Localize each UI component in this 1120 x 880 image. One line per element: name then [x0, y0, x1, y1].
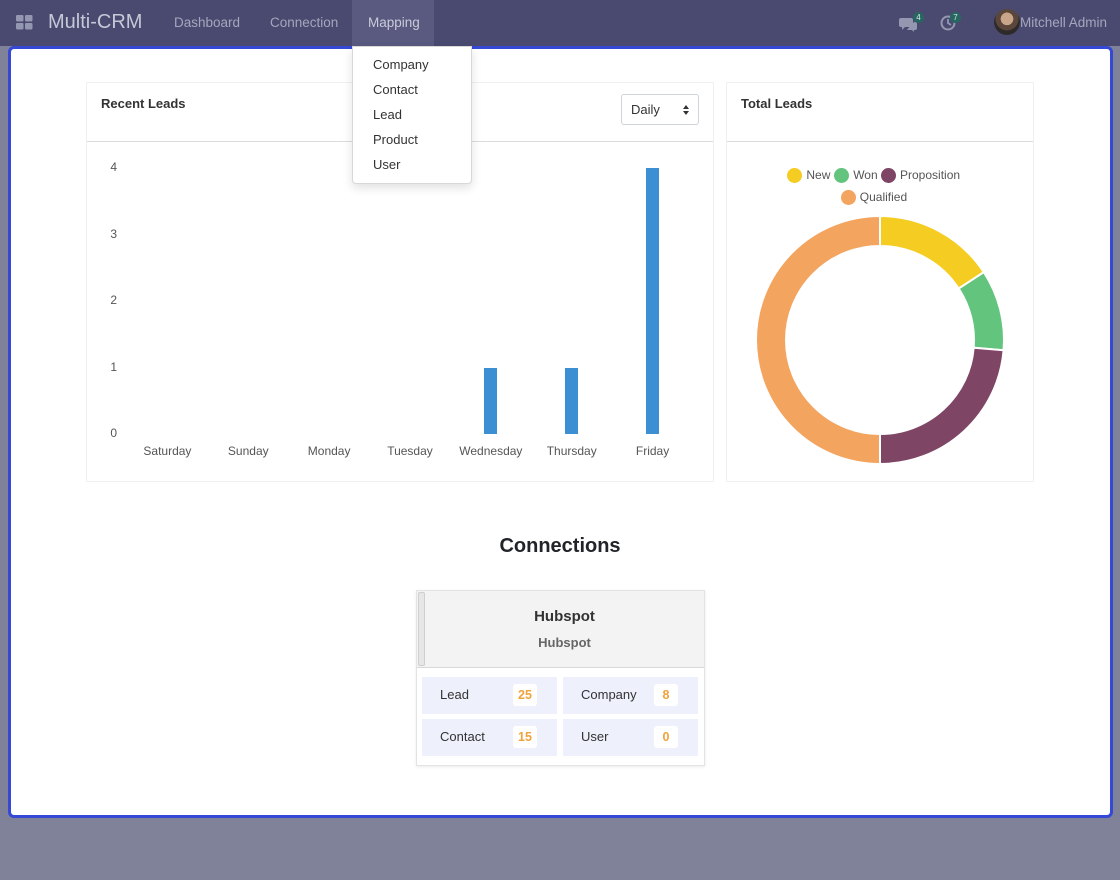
stat-count: 25: [513, 684, 537, 706]
x-tick-label: Wednesday: [459, 444, 523, 458]
y-tick-label: 2: [110, 293, 117, 307]
stat-user[interactable]: User 0: [563, 719, 698, 756]
dropdown-item-user[interactable]: User: [373, 157, 401, 172]
stat-count: 0: [654, 726, 678, 748]
apps-grid-icon[interactable]: [16, 15, 33, 30]
messages-icon[interactable]: [899, 15, 917, 33]
activities-badge: 7: [950, 12, 961, 23]
donut-slice-won[interactable]: [957, 270, 1005, 352]
total-leads-header: Total Leads: [727, 83, 1033, 142]
stat-label: Company: [581, 687, 637, 702]
connections-title: Connections: [499, 535, 621, 557]
mapping-dropdown-menu: Company Contact Lead Product User: [352, 46, 472, 184]
activity-clock-icon[interactable]: [939, 14, 957, 32]
donut-legend: New Won Proposition Qualified: [727, 167, 1033, 207]
donut-slice-qualified[interactable]: [755, 214, 881, 466]
menu-dashboard[interactable]: Dashboard: [174, 15, 241, 30]
legend-item-proposition[interactable]: Proposition: [881, 167, 960, 183]
recent-leads-bar-chart: 0 1 2 3 4 Saturday Sunday Monday Tuesday Wednesda…: [87, 143, 713, 481]
legend-swatch: [834, 167, 850, 183]
recent-leads-title: Recent Leads: [101, 96, 186, 111]
stat-count: 15: [513, 726, 537, 748]
stat-label: Contact: [440, 729, 485, 744]
dropdown-item-company[interactable]: Company: [373, 57, 429, 72]
donut-slice-new[interactable]: [879, 214, 986, 290]
legend-swatch: [881, 167, 896, 183]
dropdown-item-product[interactable]: Product: [373, 132, 418, 147]
menu-mapping[interactable]: Mapping: [352, 0, 434, 46]
legend-item-new[interactable]: New: [787, 167, 830, 183]
stat-lead[interactable]: Lead 25: [422, 677, 557, 714]
connection-card-header: Hubspot Hubspot: [417, 591, 704, 668]
donut-slice-proposition[interactable]: [879, 346, 1005, 466]
y-tick-label: 0: [110, 426, 117, 440]
period-select-value: Daily: [631, 102, 660, 117]
top-navbar: Multi-CRM Dashboard Connection Mapping 4…: [0, 0, 1120, 46]
drag-handle[interactable]: [418, 592, 425, 666]
total-leads-title: Total Leads: [741, 96, 813, 111]
legend-label: Won: [853, 168, 878, 182]
legend-item-qualified[interactable]: Qualified: [840, 189, 908, 205]
stat-label: User: [581, 729, 609, 744]
period-select[interactable]: Daily: [621, 94, 699, 125]
y-tick-label: 4: [110, 160, 117, 174]
stat-company[interactable]: Company 8: [563, 677, 698, 714]
menu-connection[interactable]: Connection: [270, 15, 339, 30]
user-name[interactable]: Mitchell Admin: [1020, 15, 1108, 30]
messages-badge: 4: [913, 12, 924, 23]
dropdown-item-contact[interactable]: Contact: [373, 82, 418, 97]
connection-subtitle: Hubspot: [538, 635, 591, 650]
x-tick-label: Tuesday: [387, 444, 433, 458]
legend-label: New: [806, 168, 831, 182]
bar-thursday[interactable]: [565, 367, 579, 434]
legend-swatch: [840, 189, 856, 205]
x-tick-label: Sunday: [227, 444, 269, 458]
select-arrows-icon: [683, 105, 689, 115]
y-tick-label: 3: [110, 226, 117, 241]
stat-count: 8: [654, 684, 678, 706]
legend-label: Proposition: [900, 168, 961, 182]
recent-leads-header: Recent Leads Daily: [87, 83, 713, 142]
legend-label: Qualified: [859, 190, 908, 204]
stat-contact[interactable]: Contact 15: [422, 719, 557, 756]
x-tick-label: Friday: [635, 444, 670, 458]
app-brand[interactable]: Multi-CRM: [48, 11, 143, 33]
x-tick-label: Thursday: [546, 444, 597, 458]
stat-label: Lead: [440, 687, 469, 702]
connection-name: Hubspot: [534, 608, 595, 625]
total-leads-card: Total Leads New Won Proposition Qualified: [726, 82, 1034, 482]
y-tick-label: 1: [110, 359, 117, 374]
dropdown-item-lead[interactable]: Lead: [373, 107, 402, 122]
bar-friday[interactable]: [646, 168, 660, 434]
legend-item-won[interactable]: Won: [834, 167, 878, 183]
bar-wednesday[interactable]: [484, 367, 498, 434]
x-tick-label: Monday: [307, 444, 351, 458]
user-avatar[interactable]: [994, 9, 1020, 35]
total-leads-donut-chart: [755, 214, 1005, 466]
x-tick-label: Saturday: [143, 444, 192, 458]
legend-swatch: [787, 167, 803, 183]
connection-card-hubspot[interactable]: Hubspot Hubspot Lead 25 Company 8 Contac…: [416, 590, 705, 766]
